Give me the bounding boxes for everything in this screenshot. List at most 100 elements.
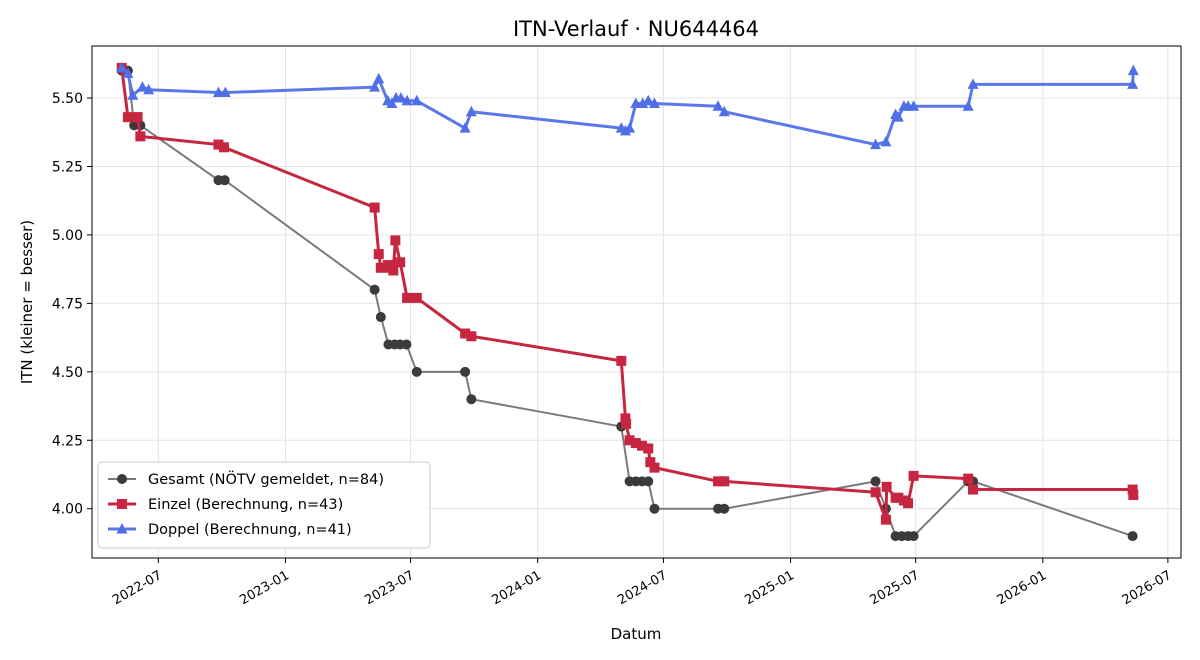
data-point xyxy=(218,142,229,153)
legend-item: Gesamt (NÖTV gemeldet, n=84) xyxy=(108,470,384,488)
grid xyxy=(92,46,1181,558)
data-point xyxy=(411,94,423,106)
data-point xyxy=(648,97,660,108)
data-point xyxy=(373,72,385,84)
legend-label: Gesamt (NÖTV gemeldet, n=84) xyxy=(148,470,384,488)
data-point xyxy=(460,366,471,377)
data-point xyxy=(870,138,882,150)
data-point xyxy=(870,487,881,498)
data-point xyxy=(967,78,979,89)
data-point xyxy=(637,97,649,108)
data-point xyxy=(135,131,146,142)
data-point xyxy=(369,81,381,92)
data-point xyxy=(892,111,904,122)
data-point xyxy=(411,292,422,303)
data-point xyxy=(219,86,231,98)
data-point xyxy=(908,100,920,111)
data-point xyxy=(718,105,730,117)
data-point xyxy=(136,81,148,92)
data-point xyxy=(719,503,730,514)
data-point xyxy=(212,86,224,98)
data-point xyxy=(903,498,914,509)
y-tick-label: 5.25 xyxy=(52,159,83,175)
data-point xyxy=(401,339,412,350)
x-axis-label: Datum xyxy=(611,625,662,643)
data-point xyxy=(713,476,724,487)
data-point xyxy=(466,394,477,405)
legend-marker xyxy=(117,499,127,509)
legend-label: Einzel (Berechnung, n=43) xyxy=(148,497,343,513)
data-point xyxy=(1127,484,1138,495)
data-point xyxy=(712,100,724,111)
data-point xyxy=(881,481,892,492)
data-point xyxy=(369,284,380,295)
data-point xyxy=(375,312,386,323)
data-point xyxy=(411,366,422,377)
data-point xyxy=(369,202,380,213)
y-tick-label: 4.25 xyxy=(52,433,83,449)
data-point xyxy=(893,492,904,503)
y-tick-label: 4.50 xyxy=(52,365,83,381)
data-point xyxy=(401,94,413,106)
data-point xyxy=(388,265,399,276)
data-point xyxy=(465,105,477,117)
data-point xyxy=(719,476,730,487)
data-point xyxy=(643,476,654,487)
data-point xyxy=(132,112,143,123)
data-point xyxy=(649,503,660,514)
data-point xyxy=(637,440,648,451)
data-point xyxy=(402,292,413,303)
series-0 xyxy=(116,65,1138,542)
data-point xyxy=(963,473,974,484)
data-point xyxy=(620,413,631,424)
series-group xyxy=(116,61,1139,542)
data-point xyxy=(116,61,128,73)
legend-item: Doppel (Berechnung, n=41) xyxy=(108,522,352,538)
data-point xyxy=(1128,490,1139,501)
data-point xyxy=(616,355,627,366)
data-point xyxy=(624,122,636,133)
legend-marker xyxy=(117,474,127,484)
data-point xyxy=(624,435,635,446)
y-tick-label: 4.75 xyxy=(52,296,83,312)
data-point xyxy=(630,438,641,449)
data-point xyxy=(373,249,384,260)
y-axis: 4.00 4.25 4.50 4.75 5.00 5.25 5.50 xyxy=(52,91,92,518)
data-point xyxy=(908,531,919,542)
data-point xyxy=(375,262,386,273)
data-point xyxy=(122,67,134,78)
plot-frame xyxy=(91,45,1182,559)
data-point xyxy=(642,94,654,106)
data-point xyxy=(459,122,471,133)
data-point xyxy=(962,100,974,111)
data-point xyxy=(643,443,654,454)
legend-label: Doppel (Berechnung, n=41) xyxy=(148,522,352,538)
data-point xyxy=(386,97,398,108)
data-point xyxy=(649,462,660,473)
data-point xyxy=(1127,531,1138,542)
legend: Gesamt (NÖTV gemeldet, n=84) Einzel (Bere… xyxy=(97,461,431,549)
data-point xyxy=(1127,64,1139,76)
data-point xyxy=(143,83,155,95)
data-point xyxy=(219,175,230,186)
data-point xyxy=(460,328,471,339)
legend-box xyxy=(97,461,431,549)
legend-item: Einzel (Berechnung, n=43) xyxy=(108,497,343,513)
data-point xyxy=(395,92,407,103)
data-point xyxy=(630,97,642,108)
y-axis-label: ITN (kleiner = besser) xyxy=(18,220,36,384)
y-tick-label: 5.00 xyxy=(52,228,83,244)
data-point xyxy=(645,457,656,468)
data-point xyxy=(880,514,891,525)
data-point xyxy=(968,484,979,495)
data-point xyxy=(213,139,224,150)
y-tick-label: 5.50 xyxy=(52,91,83,107)
data-point xyxy=(880,135,892,147)
y-tick-label: 4.00 xyxy=(52,502,83,518)
data-point xyxy=(395,257,406,268)
data-point xyxy=(870,476,881,487)
series-2 xyxy=(116,61,1139,150)
data-point xyxy=(466,331,477,342)
